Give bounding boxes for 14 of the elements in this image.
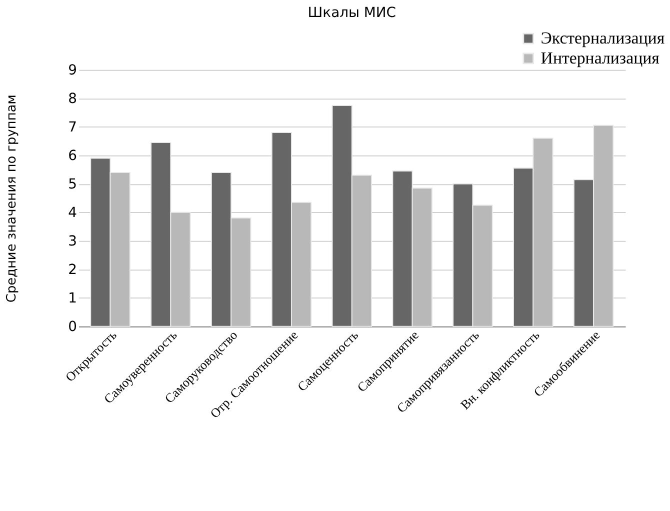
y-tick-label: 7	[68, 119, 78, 136]
y-tick-label: 3	[68, 233, 78, 250]
y-axis-title: Средние значения по группам	[4, 94, 20, 303]
y-tick-label: 5	[68, 176, 78, 192]
y-tick-label: 8	[68, 90, 78, 107]
chart-title: Шкалы МИС	[308, 5, 396, 22]
legend-label: Интернализация	[540, 48, 660, 68]
y-tick-label: 4	[68, 204, 78, 221]
y-tick-label: 2	[68, 262, 78, 278]
legend-label: Экстернализация	[540, 28, 665, 48]
y-tick-label: 0	[68, 318, 78, 335]
y-tick-label: 9	[68, 62, 78, 78]
y-tick-label: 1	[68, 290, 78, 306]
y-tick-label: 6	[68, 148, 78, 164]
